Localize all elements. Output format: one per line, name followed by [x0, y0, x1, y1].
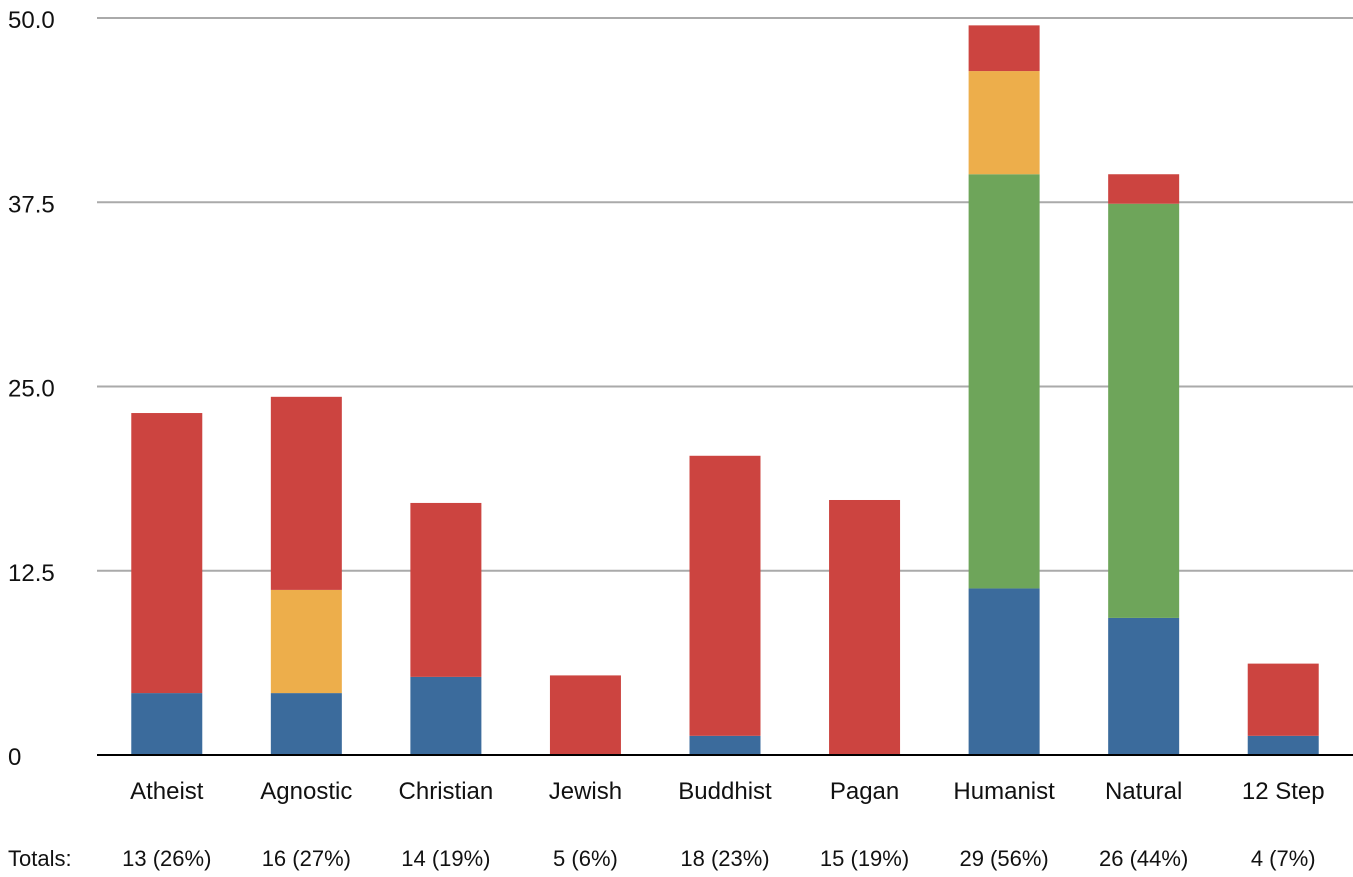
- bar-segment: [1108, 617, 1180, 755]
- bar-segment: [1108, 174, 1180, 204]
- y-tick-label: 37.5: [8, 191, 55, 218]
- bar-segment: [1108, 203, 1180, 618]
- bars: [131, 25, 1319, 755]
- bar-segment: [410, 502, 482, 677]
- total-value: 5 (6%): [553, 846, 618, 871]
- tick-labels: 0 12.5 25.0 37.5 50.0 Atheist Agnostic Christia…: [8, 7, 1325, 805]
- bar-segment: [270, 589, 342, 694]
- bar-segment: [968, 25, 1040, 72]
- total-value: 13 (26%): [122, 846, 211, 871]
- y-tick-label: 12.5: [8, 560, 55, 587]
- x-tick-label: Agnostic: [260, 778, 352, 805]
- totals-row: Totals: 13 (26%) 16 (27%) 14 (19%) 5 (6%) 18 …: [8, 846, 1316, 871]
- total-value: 26 (44%): [1099, 846, 1188, 871]
- total-value: 14 (19%): [401, 846, 490, 871]
- bar-segment: [1247, 663, 1319, 736]
- x-tick-label: 12 Step: [1242, 778, 1325, 805]
- bar-segment: [689, 455, 761, 736]
- x-tick-label: Christian: [399, 778, 494, 805]
- total-value: 15 (19%): [820, 846, 909, 871]
- bar-segment: [968, 588, 1040, 755]
- bar-segment: [968, 71, 1040, 175]
- x-tick-label: Atheist: [130, 778, 204, 805]
- bar-segment: [131, 413, 203, 694]
- bar-segment: [829, 499, 901, 755]
- y-tick-label: 25.0: [8, 376, 55, 403]
- x-tick-label: Jewish: [549, 778, 622, 805]
- total-value: 29 (56%): [959, 846, 1048, 871]
- x-tick-label: Natural: [1105, 778, 1182, 805]
- bar-segment: [270, 396, 342, 590]
- y-tick-label: 50.0: [8, 7, 55, 34]
- bar-segment: [968, 174, 1040, 589]
- bar-segment: [689, 735, 761, 755]
- x-tick-label: Pagan: [830, 778, 899, 805]
- y-tick-label: 0: [8, 744, 21, 771]
- bar-segment: [270, 693, 342, 755]
- bar-segment: [410, 676, 482, 755]
- x-tick-label: Humanist: [953, 778, 1055, 805]
- total-value: 4 (7%): [1251, 846, 1316, 871]
- bar-segment: [1247, 735, 1319, 755]
- total-value: 16 (27%): [262, 846, 351, 871]
- total-value: 18 (23%): [680, 846, 769, 871]
- x-tick-label: Buddhist: [678, 778, 772, 805]
- bar-segment: [549, 675, 621, 755]
- totals-label: Totals:: [8, 846, 72, 871]
- bar-segment: [131, 693, 203, 755]
